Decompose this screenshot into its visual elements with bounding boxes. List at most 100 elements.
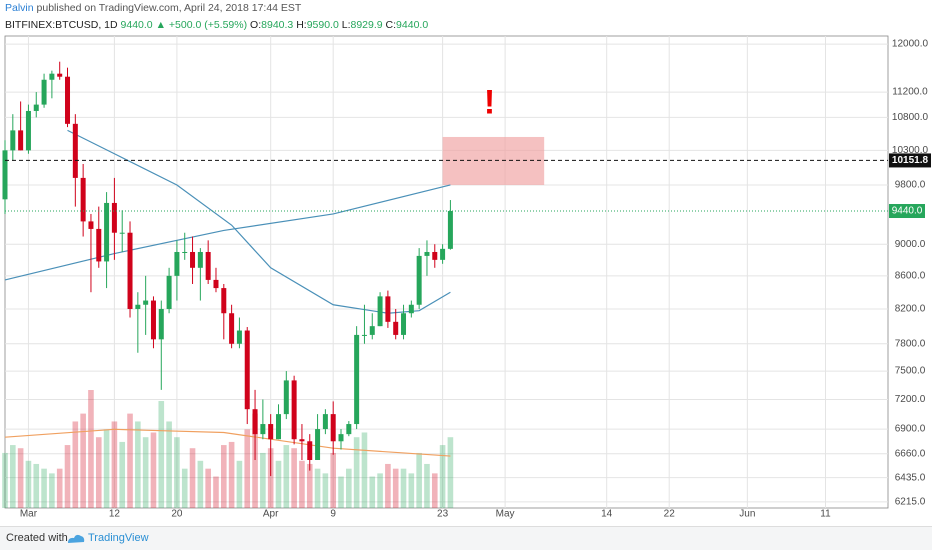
candle-body bbox=[338, 434, 344, 442]
last: 9440.0 bbox=[120, 19, 153, 31]
y-tick-label: 9800.0 bbox=[895, 180, 926, 191]
candle-body bbox=[307, 441, 313, 460]
candle-body bbox=[377, 296, 383, 327]
candle-body bbox=[369, 326, 375, 335]
volume-bar bbox=[338, 476, 344, 508]
y-tick-label: 7500.0 bbox=[895, 366, 926, 377]
zone bbox=[442, 136, 545, 185]
volume-bar bbox=[220, 445, 227, 508]
volume-bar bbox=[2, 452, 8, 508]
candle-body bbox=[299, 439, 305, 442]
candle-body bbox=[393, 321, 399, 335]
candle-body bbox=[315, 429, 321, 460]
volume-bar bbox=[275, 460, 282, 508]
footer: Created with TradingView bbox=[0, 526, 932, 550]
change: ▲ +500.0 (+5.59%) bbox=[155, 19, 248, 31]
volume-bar bbox=[103, 429, 110, 508]
volume-bar bbox=[181, 468, 188, 508]
author[interactable]: Palvin bbox=[5, 2, 34, 14]
candle-body bbox=[213, 279, 219, 289]
candle-body bbox=[283, 380, 289, 415]
candle-body bbox=[25, 110, 31, 151]
y-tick-label: 9000.0 bbox=[895, 239, 926, 250]
candle-body bbox=[143, 300, 149, 305]
publish-line: Palvin published on TradingView.com, Apr… bbox=[5, 2, 301, 14]
l: 8929.9 bbox=[350, 19, 383, 31]
candle-body bbox=[135, 304, 141, 309]
y-tick-label: 6215.0 bbox=[895, 496, 926, 507]
x-tick-label: Jun bbox=[739, 509, 755, 520]
volume-bar bbox=[56, 468, 63, 508]
ma-line bbox=[67, 129, 451, 314]
candle-body bbox=[33, 104, 39, 111]
volume-bar bbox=[283, 445, 290, 508]
volume-bar bbox=[49, 473, 55, 508]
x-tick-label: 11 bbox=[820, 509, 831, 520]
candle-body bbox=[18, 130, 24, 151]
volume-bar bbox=[88, 390, 94, 508]
candle-body bbox=[275, 414, 281, 440]
volume-bar bbox=[361, 432, 368, 508]
y-tick-label: 10300.0 bbox=[892, 145, 929, 156]
volume-bar bbox=[166, 421, 172, 508]
candle-body bbox=[10, 130, 16, 151]
volume-bar bbox=[205, 468, 211, 508]
volume-bar bbox=[416, 452, 422, 508]
symbol-line: BITFINEX:BTCUSD, 1D 9440.0 ▲ +500.0 (+5.… bbox=[5, 19, 428, 31]
y-tick-label: 12000.0 bbox=[892, 39, 929, 50]
candle-body bbox=[252, 409, 258, 435]
candle-body bbox=[236, 330, 242, 344]
volume-bar bbox=[385, 463, 391, 508]
candle-body bbox=[190, 251, 196, 268]
x-tick-label: 9 bbox=[330, 509, 336, 520]
candle-body bbox=[65, 76, 71, 124]
volume-bar bbox=[111, 421, 118, 508]
brand[interactable]: TradingView bbox=[88, 532, 149, 544]
volume-bar bbox=[330, 452, 336, 508]
created-with: Created with bbox=[6, 532, 68, 544]
volume-bar bbox=[408, 473, 415, 508]
ma-line bbox=[4, 428, 451, 457]
volume-bar bbox=[353, 437, 360, 508]
y-tick-label: 11200.0 bbox=[892, 87, 928, 98]
c: 9440.0 bbox=[396, 19, 429, 31]
l-label: L: bbox=[341, 19, 351, 31]
volume-bar bbox=[377, 473, 383, 508]
volume-bar bbox=[369, 476, 376, 508]
y-tick-label: 6660.0 bbox=[895, 448, 926, 459]
candle-body bbox=[385, 296, 391, 322]
volume-bar bbox=[346, 468, 352, 508]
volume-bar bbox=[189, 448, 196, 508]
candle-body bbox=[229, 313, 235, 344]
o: 8940.3 bbox=[261, 19, 294, 31]
x-tick-label: Mar bbox=[20, 509, 38, 520]
h-label: H: bbox=[296, 19, 307, 31]
candle-body bbox=[291, 380, 297, 440]
o-label: O: bbox=[250, 19, 262, 31]
volume-bar bbox=[158, 401, 165, 508]
x-tick-label: May bbox=[496, 509, 515, 520]
candle-body bbox=[2, 150, 8, 200]
symbol: BITFINEX:BTCUSD, 1D bbox=[5, 19, 118, 31]
candle-body bbox=[150, 300, 156, 340]
candle-body bbox=[440, 248, 446, 260]
y-tick-label: 6900.0 bbox=[895, 424, 926, 435]
volume-bar bbox=[80, 413, 86, 508]
volume-bar bbox=[314, 468, 321, 508]
y-tick-label: 7200.0 bbox=[895, 394, 926, 405]
volume-bar bbox=[322, 473, 329, 508]
candle-body bbox=[268, 424, 274, 440]
candle-body bbox=[424, 251, 430, 256]
published: published on TradingView.com, April 24, … bbox=[36, 2, 302, 14]
volume-bar bbox=[95, 437, 102, 508]
candle-body bbox=[119, 232, 125, 234]
last-price-label: 9440.0 bbox=[892, 206, 923, 217]
candle-body bbox=[416, 255, 422, 305]
candle-body bbox=[41, 79, 47, 105]
volume-bar bbox=[260, 452, 266, 508]
candle-body bbox=[432, 251, 438, 260]
y-tick-label: 7800.0 bbox=[895, 338, 926, 349]
volume-bar bbox=[431, 473, 438, 508]
ma-line bbox=[4, 184, 451, 281]
